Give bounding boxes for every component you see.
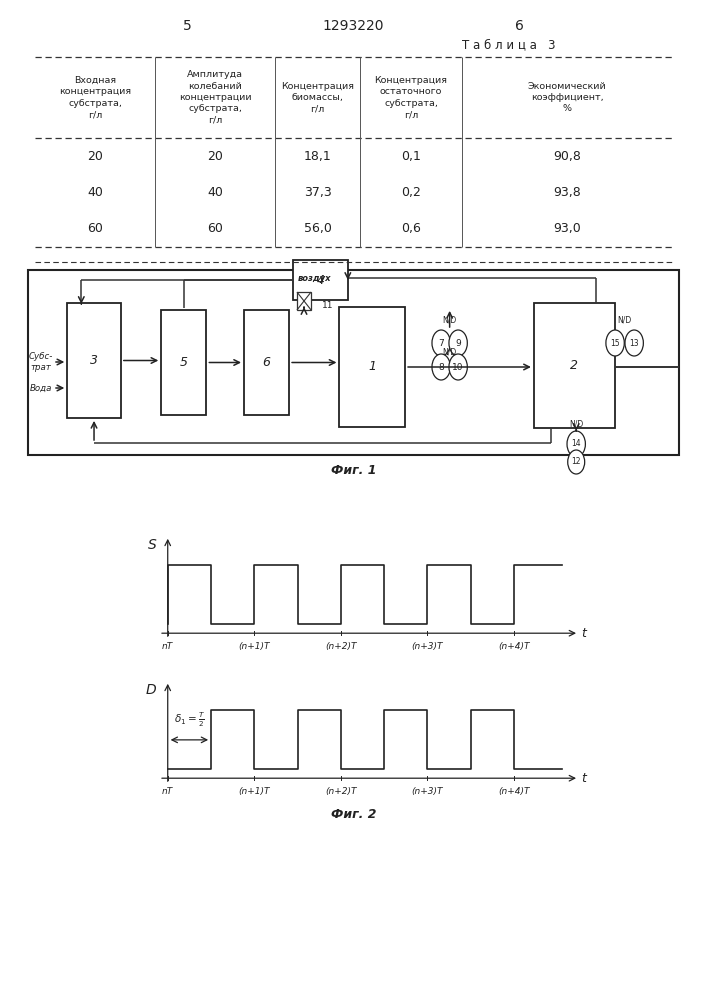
Text: 6: 6	[515, 19, 524, 33]
Text: t: t	[582, 627, 586, 640]
Circle shape	[449, 330, 467, 356]
Text: nT: nT	[162, 642, 173, 651]
Text: 60: 60	[87, 222, 103, 235]
Text: (n+1)T: (n+1)T	[238, 787, 270, 796]
Text: (n+4)T: (n+4)T	[498, 787, 530, 796]
Bar	[339, 307, 405, 427]
Text: 93,8: 93,8	[553, 186, 581, 199]
Bar	[293, 260, 348, 300]
Bar	[161, 310, 206, 415]
Text: N/D: N/D	[443, 316, 457, 324]
Text: S: S	[148, 538, 156, 552]
Text: 1: 1	[368, 360, 376, 373]
Text: воздух: воздух	[298, 274, 332, 283]
Circle shape	[568, 450, 585, 474]
Text: 13: 13	[629, 338, 639, 348]
Text: 2: 2	[571, 359, 578, 372]
Text: Т а б л и ц а   3: Т а б л и ц а 3	[462, 38, 556, 51]
Text: (n+2)T: (n+2)T	[325, 642, 356, 651]
Circle shape	[567, 431, 585, 457]
Text: Субс-
трат: Субс- трат	[29, 352, 53, 372]
Text: (n+1)T: (n+1)T	[238, 642, 270, 651]
Text: N/D: N/D	[569, 419, 583, 428]
Circle shape	[432, 330, 450, 356]
Text: 40: 40	[207, 186, 223, 199]
Text: Концентрация
остаточного
субстрата,
г/л: Концентрация остаточного субстрата, г/л	[375, 76, 448, 119]
Text: 3: 3	[90, 354, 98, 367]
Text: 20: 20	[87, 150, 103, 163]
Text: (n+3)T: (n+3)T	[411, 787, 443, 796]
Bar	[534, 303, 615, 428]
Text: 90,8: 90,8	[553, 150, 581, 163]
Text: 10: 10	[452, 362, 464, 371]
Text: Концентрация
биомассы,
г/л: Концентрация биомассы, г/л	[281, 82, 354, 113]
Text: N/D: N/D	[443, 348, 457, 357]
Text: 0,1: 0,1	[401, 150, 421, 163]
Text: 1293220: 1293220	[323, 19, 384, 33]
Text: 14: 14	[571, 440, 581, 448]
Text: 93,0: 93,0	[553, 222, 581, 235]
Text: (n+2)T: (n+2)T	[325, 787, 356, 796]
Text: 18,1: 18,1	[303, 150, 332, 163]
Text: 0,6: 0,6	[401, 222, 421, 235]
Text: Входная
концентрация
субстрата,
г/л: Входная концентрация субстрата, г/л	[59, 76, 131, 119]
Text: nT: nT	[162, 787, 173, 796]
Text: D: D	[146, 683, 156, 697]
Text: t: t	[582, 772, 586, 785]
Text: 5: 5	[183, 19, 192, 33]
Text: 11: 11	[322, 300, 333, 310]
Text: 6: 6	[262, 356, 271, 369]
Text: 37,3: 37,3	[303, 186, 332, 199]
Circle shape	[625, 330, 643, 356]
Text: Амплитуда
колебаний
концентрации
субстрата,
г/л: Амплитуда колебаний концентрации субстра…	[179, 70, 251, 125]
Text: 40: 40	[87, 186, 103, 199]
Text: Экономический
коэффициент,
%: Экономический коэффициент, %	[527, 82, 607, 113]
Bar	[244, 310, 289, 415]
Text: 9: 9	[455, 338, 461, 348]
Text: 0,2: 0,2	[401, 186, 421, 199]
Text: Фиг. 1: Фиг. 1	[331, 464, 376, 477]
Text: N/D: N/D	[617, 316, 632, 324]
Text: 7: 7	[438, 338, 444, 348]
Text: 60: 60	[207, 222, 223, 235]
Text: (n+3)T: (n+3)T	[411, 642, 443, 651]
Text: Фиг. 2: Фиг. 2	[331, 808, 376, 822]
Circle shape	[449, 354, 467, 380]
Text: 8: 8	[438, 362, 444, 371]
Bar	[28, 270, 679, 455]
Bar	[297, 292, 311, 310]
Text: $\delta_1=\frac{T}{2}$: $\delta_1=\frac{T}{2}$	[174, 711, 205, 729]
Text: 5: 5	[180, 356, 188, 369]
Text: 12: 12	[571, 458, 581, 466]
Text: 15: 15	[610, 338, 620, 348]
Text: 56,0: 56,0	[303, 222, 332, 235]
Text: 20: 20	[207, 150, 223, 163]
Bar	[67, 303, 121, 418]
Text: 4: 4	[317, 273, 325, 286]
Text: Вода: Вода	[30, 383, 52, 392]
Circle shape	[432, 354, 450, 380]
Text: (n+4)T: (n+4)T	[498, 642, 530, 651]
Circle shape	[606, 330, 624, 356]
